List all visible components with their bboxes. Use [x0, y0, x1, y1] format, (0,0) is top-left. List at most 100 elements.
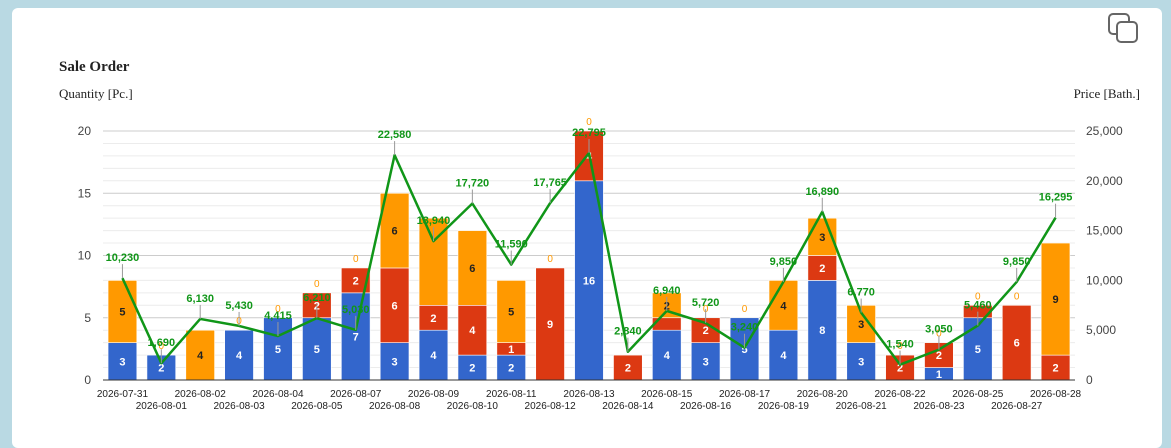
x-tick-label: 2026-08-04 [252, 389, 304, 400]
y-left-tick-label: 15 [78, 186, 92, 200]
x-tick-label: 2026-08-01 [136, 401, 188, 412]
y-right-tick-label: 25,000 [1086, 124, 1123, 138]
price-label: 1,690 [148, 337, 176, 349]
bar-segment-red [1040, 354, 1071, 381]
x-tick-label: 2026-08-14 [602, 401, 654, 412]
bar-segment-orange [496, 280, 526, 343]
x-tick-label: 2026-08-12 [525, 401, 577, 412]
x-tick-label: 2026-08-27 [991, 401, 1043, 412]
price-label: 17,765 [533, 177, 567, 189]
bar-value-label: 2 [625, 363, 631, 375]
x-tick-label: 2026-08-10 [447, 401, 499, 412]
bar-value-label: 5 [119, 307, 125, 319]
bar-segment-blue [652, 329, 682, 381]
bar-value-label: 2 [430, 313, 436, 325]
bar-value-label: 3 [392, 356, 398, 368]
x-tick-label: 2026-07-31 [97, 389, 149, 400]
bar-segment-blue [574, 180, 604, 381]
bar-value-label: 2 [158, 363, 164, 375]
bar-segment-blue [963, 317, 993, 381]
bar-value-label: 6 [1014, 338, 1020, 350]
bar-segment-red [1001, 304, 1032, 381]
price-label: 5,430 [225, 300, 253, 312]
bar-value-label: 3 [703, 356, 709, 368]
bar-value-label: 3 [119, 356, 125, 368]
bar-value-label: 5 [975, 344, 981, 356]
price-label: 9,850 [770, 256, 798, 268]
bar-value-label: 2 [353, 275, 359, 287]
bar-segment-red [535, 267, 565, 381]
bar-value-label: 4 [469, 325, 476, 337]
bar-segment-orange [768, 280, 799, 331]
y-axis-right-label: Price [Bath.] [1073, 86, 1140, 101]
x-tick-label: 2026-08-08 [369, 401, 421, 412]
x-tick-label: 2026-08-25 [952, 389, 1004, 400]
x-tick-label: 2026-08-11 [486, 389, 537, 400]
price-label: 6,210 [303, 292, 331, 304]
bar-value-label: 2 [1052, 363, 1058, 375]
x-tick-label: 2026-08-05 [291, 401, 343, 412]
y-axis-left-label: Quantity [Pc.] [59, 86, 133, 101]
bar-value-label: 2 [469, 363, 475, 375]
bar-value-label: 1 [936, 369, 942, 381]
bar-value-label: 4 [236, 350, 243, 362]
bar-value-label: 3 [819, 232, 825, 244]
bar-value-label: 5 [508, 307, 514, 319]
bar-segment-blue [807, 280, 837, 381]
bar-segment-blue [690, 342, 721, 381]
bar-value-label: 2 [897, 363, 903, 375]
bar-segment-orange [1040, 242, 1071, 356]
bar-zero-label: 0 [314, 279, 320, 290]
price-label: 11,590 [495, 239, 528, 251]
copy-button[interactable] [1107, 12, 1141, 46]
x-tick-label: 2026-08-21 [836, 401, 888, 412]
bar-value-label: 6 [392, 226, 398, 238]
x-tick-label: 2026-08-16 [680, 401, 732, 412]
bar-value-label: 6 [392, 300, 398, 312]
price-label: 3,240 [731, 322, 759, 334]
bar-segment-orange [379, 192, 410, 269]
bar-segment-blue [341, 292, 371, 381]
bar-value-label: 5 [314, 344, 320, 356]
bar-segment-blue [302, 317, 332, 381]
price-label: 10,230 [106, 252, 140, 264]
price-label: 22,795 [572, 127, 606, 139]
bar-value-label: 3 [858, 319, 864, 331]
bar-value-label: 4 [430, 350, 437, 362]
y-left-tick-label: 10 [78, 249, 92, 263]
bar-value-label: 9 [547, 319, 553, 331]
bar-segment-blue [768, 329, 799, 381]
bar-value-label: 7 [353, 331, 359, 343]
bar-zero-label: 0 [353, 254, 359, 265]
y-left-tick-label: 20 [78, 124, 92, 138]
bar-value-label: 5 [275, 344, 281, 356]
bar-value-label: 4 [664, 350, 671, 362]
x-tick-label: 2026-08-19 [758, 401, 810, 412]
price-label: 16,890 [805, 186, 839, 198]
bar-value-label: 4 [197, 350, 204, 362]
bar-zero-label: 0 [159, 341, 165, 352]
bar-value-label: 2 [819, 263, 825, 275]
copy-icon [1108, 13, 1138, 43]
bar-zero-label: 0 [897, 341, 903, 352]
price-label: 16,295 [1039, 192, 1073, 204]
sale-order-chart: 0510152005,00010,00015,00020,00025,00030… [78, 117, 1123, 412]
x-tick-label: 2026-08-15 [641, 389, 693, 400]
bar-segment-red [379, 267, 410, 343]
x-tick-label: 2026-08-07 [330, 389, 382, 400]
y-left-tick-label: 0 [84, 373, 91, 387]
bar-segment-red [807, 255, 837, 281]
x-tick-label: 2026-08-13 [563, 389, 615, 400]
price-label: 5,720 [692, 297, 720, 309]
y-right-tick-label: 0 [1086, 373, 1093, 387]
price-label: 1,540 [886, 339, 914, 351]
bar-value-label: 1 [508, 344, 514, 356]
bar-value-label: 4 [780, 300, 787, 312]
bar-value-label: 6 [469, 263, 475, 275]
bar-zero-label: 0 [742, 304, 748, 315]
bar-segment-blue [457, 354, 488, 381]
bar-segment-red [652, 317, 682, 331]
x-tick-label: 2026-08-20 [797, 389, 849, 400]
price-label: 13,940 [417, 215, 451, 227]
price-label: 4,415 [264, 310, 292, 322]
